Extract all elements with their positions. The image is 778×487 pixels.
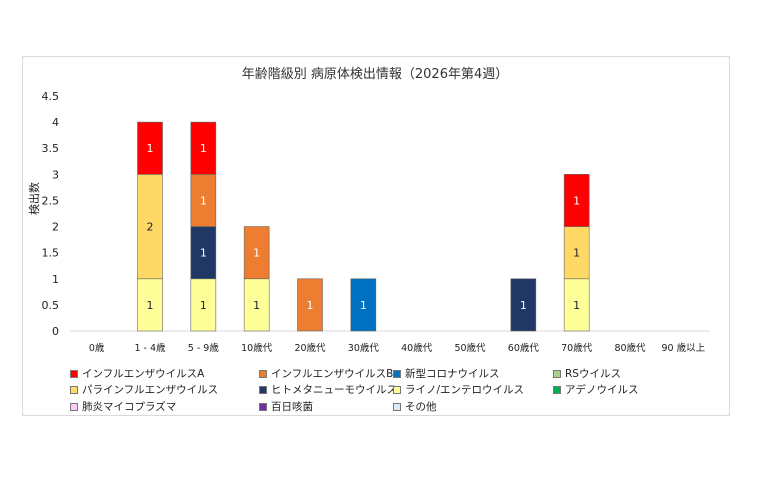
y-axis: 0 0.5 1 1.5 2 2.5 3 3.5 4 4.5 — [42, 90, 60, 338]
bar-data-label: 1 — [520, 299, 527, 312]
x-tick-label: 20歳代 — [294, 342, 326, 354]
bar-segment — [137, 121, 163, 175]
x-tick-label: 0歳 — [89, 342, 105, 354]
y-tick-label: 4.5 — [42, 90, 60, 103]
bar-segment — [137, 278, 163, 332]
bar-data-label: 1 — [200, 194, 207, 207]
y-tick-label: 3 — [52, 168, 59, 181]
bar-data-label: 1 — [253, 299, 260, 312]
bar-segment — [243, 278, 270, 332]
bar-data-label: 1 — [573, 194, 580, 207]
bar-segment — [190, 174, 217, 227]
x-tick-label: 70歳代 — [561, 342, 593, 354]
y-axis-label: 検出数 — [27, 182, 41, 215]
x-tick-label: 1 - 4歳 — [134, 342, 166, 354]
bar-segment — [190, 278, 217, 332]
bar-segment — [297, 278, 323, 332]
bar-segment — [510, 278, 537, 332]
y-tick-label: 2.5 — [42, 194, 60, 207]
bar-data-label: 1 — [200, 247, 207, 260]
bar-data-label: 2 — [147, 221, 154, 234]
bar-segment — [243, 226, 270, 280]
x-tick-label: 50歳代 — [454, 342, 486, 354]
bar-segment — [190, 121, 217, 175]
y-tick-label: 3.5 — [42, 142, 60, 155]
y-tick-label: 4 — [52, 116, 59, 129]
x-tick-label: 10歳代 — [241, 342, 273, 354]
bar-data-label: 1 — [573, 247, 580, 260]
bar-segment — [350, 278, 377, 332]
y-tick-label: 1.5 — [42, 247, 60, 260]
x-tick-label: 60歳代 — [508, 342, 540, 354]
bar-data-label: 1 — [200, 142, 207, 155]
x-tick-label: 30歳代 — [348, 342, 380, 354]
bar-segment — [563, 278, 590, 332]
x-axis: 0歳 1 - 4歳 5 - 9歳 10歳代 20歳代 30歳代 40歳代 50歳代 60歳代 70… — [70, 330, 710, 354]
y-tick-label: 0.5 — [42, 299, 60, 312]
bar-segment — [563, 226, 590, 280]
y-tick-label: 0 — [52, 325, 59, 338]
bar-data-label: 1 — [360, 299, 367, 312]
bar-data-label: 1 — [147, 299, 154, 312]
bar-segment — [190, 226, 217, 280]
chart-title: 年齢階級別 病原体検出情報（2026年第4週） — [242, 67, 509, 82]
y-tick-label: 2 — [52, 221, 59, 234]
bar-data-label: 1 — [200, 299, 207, 312]
bar-data-label: 1 — [147, 142, 154, 155]
x-tick-label: 5 - 9歳 — [188, 342, 220, 354]
x-tick-label: 40歳代 — [401, 342, 433, 354]
bar-data-label: 1 — [573, 299, 580, 312]
y-tick-label: 1 — [52, 273, 59, 286]
bars: 1 2 1 1 1 1 1 1 1 1 1 1 1 1 1 — [137, 121, 590, 332]
x-tick-label: 80歳代 — [614, 342, 646, 354]
bar-segment — [563, 174, 590, 227]
bar-data-label: 1 — [307, 299, 314, 312]
x-tick-label: 90 歳以上 — [662, 342, 706, 354]
bar-data-label: 1 — [253, 247, 260, 260]
